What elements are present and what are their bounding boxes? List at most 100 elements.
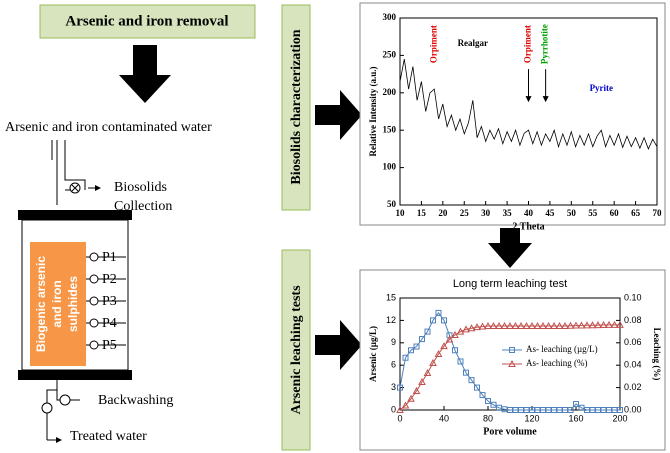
- point: [517, 321, 525, 329]
- chart: 10 15 20 25 30 35 40 45 50 55 60 65 70 50 100 150 200 250…: [368, 12, 662, 232]
- point: [555, 321, 564, 329]
- point: [446, 332, 453, 339]
- side-label: Arsenic leaching tests: [289, 285, 304, 415]
- y-tick-label: 12: [386, 315, 396, 325]
- arrow-down: [119, 45, 171, 103]
- sulphide-bed: [30, 242, 86, 366]
- arrow-down: [488, 228, 532, 268]
- y-tick-label: 15: [386, 292, 396, 302]
- y-tick-label: 100: [383, 162, 397, 172]
- annotation: Orpiment: [523, 25, 533, 63]
- point: [430, 317, 436, 324]
- legend-label: As- leaching (%): [526, 358, 587, 368]
- outlet-label: Treated water: [70, 429, 147, 444]
- point: [474, 384, 480, 391]
- x-tick-label: 80: [483, 413, 493, 423]
- point: [544, 321, 553, 329]
- arrow-right: [315, 320, 362, 370]
- inlet-label: Arsenic and iron contaminated water: [5, 120, 212, 135]
- side-label: Biosolids characterization: [289, 29, 304, 184]
- y2-tick-label: 0.04: [624, 360, 642, 370]
- point: [457, 358, 464, 365]
- chart-frame: [359, 269, 666, 451]
- y-tick-label: 0: [391, 404, 396, 414]
- point: [617, 407, 623, 413]
- x-tick-label: 120: [524, 413, 539, 423]
- point: [473, 323, 481, 331]
- valve: [89, 252, 99, 262]
- valve: [89, 274, 99, 284]
- point: [451, 330, 459, 338]
- arrow-right: [315, 90, 362, 140]
- point: [495, 321, 503, 329]
- valve: [41, 402, 53, 414]
- y-tick-label: 150: [383, 124, 397, 134]
- reactor-bottom: [18, 370, 132, 380]
- y-tick-label: 200: [383, 87, 397, 97]
- x-tick-label: 70: [653, 208, 663, 218]
- point: [566, 321, 575, 329]
- point: [407, 394, 415, 402]
- bed-label: and iron: [50, 280, 64, 327]
- point: [533, 321, 542, 329]
- y2-axis-label: Leaching (%): [652, 328, 662, 381]
- point: [467, 324, 476, 332]
- y-tick-label: 9: [391, 337, 396, 347]
- y2-tick-label: 0.10: [624, 292, 642, 302]
- backwashing-label: Backwashing: [98, 393, 173, 408]
- annotation: Pyrite: [590, 83, 613, 93]
- point: [463, 369, 469, 376]
- point: [435, 309, 442, 316]
- point: [429, 358, 437, 366]
- inlet-pipes: [51, 140, 100, 205]
- point: [440, 342, 448, 350]
- point: [468, 377, 475, 384]
- point: [485, 398, 491, 405]
- legend-label: As- leaching (µg/L): [526, 344, 598, 354]
- x-tick-label: 25: [460, 208, 470, 218]
- y-tick-label: 50: [387, 199, 397, 209]
- point: [412, 386, 421, 394]
- y2-tick-label: 0.00: [624, 404, 642, 414]
- point: [489, 321, 498, 329]
- valve: [59, 394, 71, 406]
- point: [573, 401, 579, 408]
- y-tick-label: 300: [383, 12, 397, 22]
- point: [396, 405, 404, 413]
- x-tick-label: 40: [439, 413, 449, 423]
- chart: 0 40 80 120 160 200 0 3 6 9 12 15 0.00 0.02 0.04 0.06 0.…: [368, 278, 662, 437]
- side-label-box: [281, 249, 311, 451]
- point: [500, 321, 509, 329]
- point: [528, 321, 536, 329]
- x-tick-label: 35: [503, 208, 513, 218]
- port-label: P1: [102, 250, 117, 265]
- point: [402, 354, 409, 361]
- point: [599, 320, 608, 328]
- port-label: P2: [102, 272, 117, 287]
- point: [401, 401, 410, 409]
- x-axis-label: Pore volume: [483, 426, 537, 437]
- point: [441, 317, 447, 324]
- point: [506, 321, 514, 329]
- reactor-top: [18, 210, 132, 220]
- x-tick-label: 40: [524, 208, 534, 218]
- x-tick-label: 30: [481, 208, 491, 218]
- y2-tick-label: 0.08: [624, 315, 642, 325]
- point: [588, 321, 597, 329]
- annotation: Pyrrhotite: [540, 24, 550, 64]
- valve: [89, 318, 99, 328]
- point: [577, 321, 586, 329]
- x-tick-label: 50: [567, 208, 577, 218]
- valve: [89, 296, 99, 306]
- point: [511, 321, 520, 329]
- point: [456, 327, 465, 335]
- point: [567, 407, 574, 413]
- port-label: P3: [102, 294, 117, 309]
- x-tick-label: 55: [588, 208, 598, 218]
- point: [561, 321, 569, 329]
- bed-label: Biogenic arsenic: [34, 256, 48, 352]
- biosolids-label: Biosolids: [114, 180, 167, 195]
- x-axis-label: 2 Theta: [512, 221, 544, 232]
- point: [408, 347, 414, 354]
